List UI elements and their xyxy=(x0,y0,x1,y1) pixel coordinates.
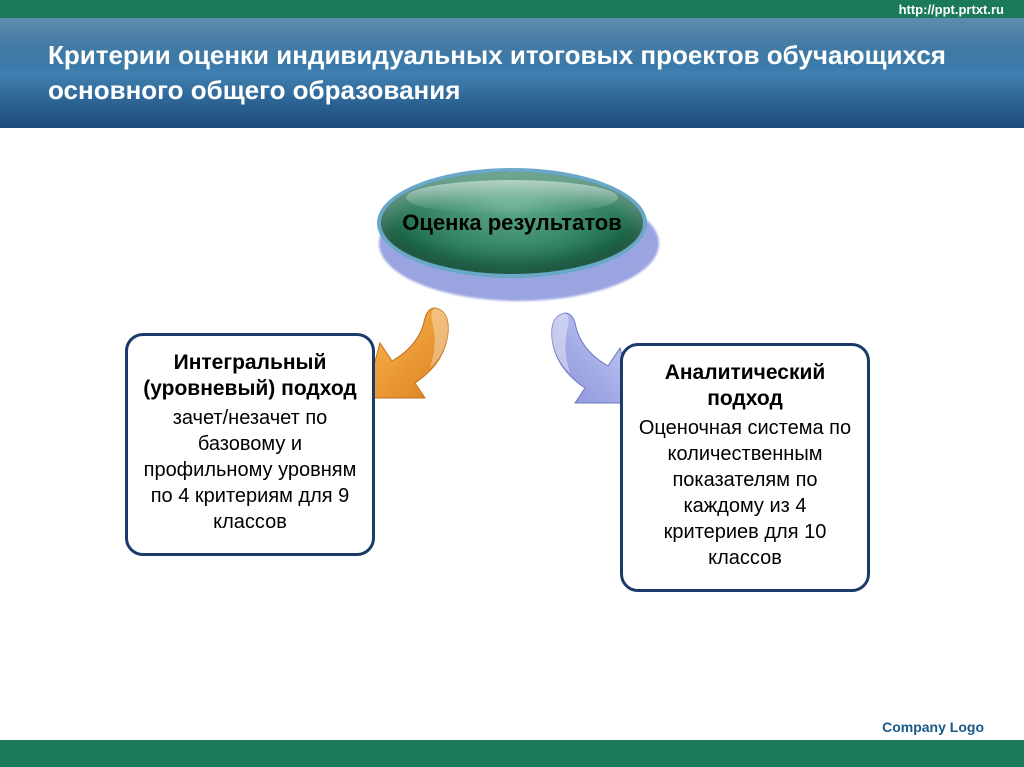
right-approach-box: Аналитический подход Оценочная система п… xyxy=(620,343,870,592)
ellipse-main: Оценка результатов xyxy=(377,168,647,278)
right-box-title: Аналитический подход xyxy=(635,360,855,413)
diagram-area: Оценка результатов xyxy=(0,128,1024,728)
left-box-title: Интегральный (уровневый) подход xyxy=(140,350,360,403)
center-node: Оценка результатов xyxy=(377,168,647,278)
footer-logo-text: Company Logo xyxy=(882,719,984,735)
footer-bar xyxy=(0,739,1024,767)
left-box-body: зачет/незачет по базовому и профильному … xyxy=(140,405,360,535)
right-box-body: Оценочная система по количественным пока… xyxy=(635,415,855,571)
top-bar: http://ppt.prtxt.ru xyxy=(0,0,1024,18)
page-title: Критерии оценки индивидуальных итоговых … xyxy=(48,38,1024,108)
left-approach-box: Интегральный (уровневый) подход зачет/не… xyxy=(125,333,375,556)
url-text: http://ppt.prtxt.ru xyxy=(899,2,1004,17)
center-node-label: Оценка результатов xyxy=(402,209,622,238)
header-band: Критерии оценки индивидуальных итоговых … xyxy=(0,18,1024,128)
